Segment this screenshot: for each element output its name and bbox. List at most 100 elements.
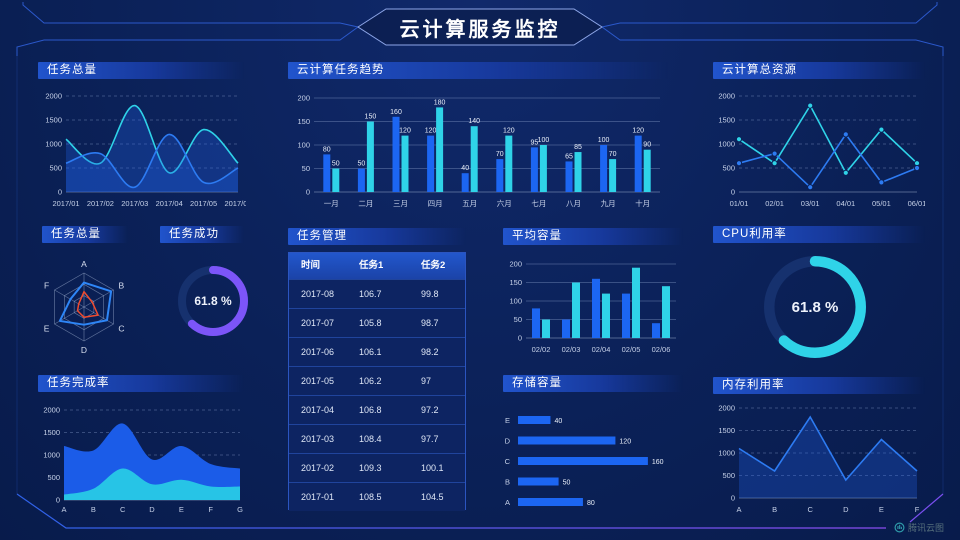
table-cell: 108.4 <box>359 434 382 444</box>
memory-line-chart: 0 500 1000 1500 2000 A B C D E F <box>718 404 919 515</box>
svg-text:02/04: 02/04 <box>592 345 611 354</box>
table-cell: 2017-07 <box>301 318 335 328</box>
svg-text:150: 150 <box>509 278 522 287</box>
svg-text:E: E <box>44 324 50 334</box>
panel-title-task-trend: 云计算任务趋势 <box>288 62 668 79</box>
svg-text:D: D <box>505 437 511 446</box>
table-row: 2017-01 108.5 104.5 <box>289 482 465 511</box>
table-cell: 99.8 <box>421 289 439 299</box>
panel-title-task-radar: 任务总量 <box>42 226 128 243</box>
svg-text:0: 0 <box>731 494 735 503</box>
svg-text:04/01: 04/01 <box>836 199 855 208</box>
svg-text:02/03: 02/03 <box>562 345 581 354</box>
table-cell: 100.1 <box>421 463 444 473</box>
table-row: 2017-08 106.7 99.8 <box>289 279 465 308</box>
svg-text:A: A <box>61 505 66 514</box>
svg-text:1500: 1500 <box>43 428 60 437</box>
svg-text:2000: 2000 <box>718 404 735 413</box>
svg-text:100: 100 <box>538 137 550 144</box>
task-success-donut: 61.8 % <box>178 266 248 336</box>
svg-text:100: 100 <box>509 297 522 306</box>
table-row: 2017-03 108.4 97.7 <box>289 424 465 453</box>
svg-text:50: 50 <box>358 161 366 168</box>
table-cell: 98.7 <box>421 318 439 328</box>
svg-text:95: 95 <box>531 139 539 146</box>
svg-text:500: 500 <box>722 164 735 173</box>
svg-text:A: A <box>505 498 510 507</box>
table-cell: 2017-01 <box>301 492 335 502</box>
svg-text:02/05: 02/05 <box>622 345 641 354</box>
svg-text:40: 40 <box>554 418 562 425</box>
svg-text:B: B <box>119 280 125 290</box>
svg-text:100: 100 <box>297 141 310 150</box>
svg-text:E: E <box>179 505 184 514</box>
svg-text:0: 0 <box>58 188 62 197</box>
brand-logo: 腾讯云图 <box>894 521 944 534</box>
svg-text:1500: 1500 <box>45 116 62 125</box>
svg-text:2017/01: 2017/01 <box>52 199 79 208</box>
table-body: 2017-08 106.7 99.8 2017-07 105.8 98.7 2017-06 1… <box>289 279 465 511</box>
table-cell: 108.5 <box>359 492 382 502</box>
svg-text:三月: 三月 <box>393 199 408 208</box>
svg-text:1500: 1500 <box>718 426 735 435</box>
svg-text:七月: 七月 <box>531 199 546 208</box>
svg-text:500: 500 <box>722 471 735 480</box>
table-cell: 97 <box>421 376 432 386</box>
svg-text:A: A <box>81 259 87 269</box>
panel-title-cpu-usage: CPU利用率 <box>713 226 925 243</box>
svg-text:500: 500 <box>47 473 60 482</box>
svg-text:0: 0 <box>56 496 60 505</box>
storage-hbar-chart: E 40 D 120 C 160 B 50 A 80 <box>505 416 664 507</box>
svg-text:2000: 2000 <box>45 92 62 101</box>
svg-text:2017/02: 2017/02 <box>87 199 114 208</box>
svg-text:2000: 2000 <box>43 406 60 415</box>
table-cell: 104.5 <box>421 492 444 502</box>
svg-text:1000: 1000 <box>718 449 735 458</box>
svg-text:2017/05: 2017/05 <box>190 199 217 208</box>
svg-text:50: 50 <box>302 164 310 173</box>
svg-text:二月: 二月 <box>358 199 373 208</box>
svg-text:0: 0 <box>731 188 735 197</box>
svg-text:160: 160 <box>652 459 664 466</box>
svg-text:80: 80 <box>587 500 595 507</box>
svg-text:1000: 1000 <box>43 451 60 460</box>
svg-text:85: 85 <box>574 144 582 151</box>
brand-icon <box>894 522 905 533</box>
svg-text:180: 180 <box>434 99 446 106</box>
table-cell: 109.3 <box>359 463 382 473</box>
svg-text:80: 80 <box>323 146 331 153</box>
svg-text:120: 120 <box>399 128 411 135</box>
svg-text:0: 0 <box>518 334 522 343</box>
table-cell: 2017-03 <box>301 434 335 444</box>
panel-title-task-total-line: 任务总量 <box>38 62 244 79</box>
svg-text:八月: 八月 <box>566 199 581 208</box>
svg-text:1000: 1000 <box>718 140 735 149</box>
task-radar-chart: A B C D E F <box>44 259 125 355</box>
svg-text:1000: 1000 <box>45 140 62 149</box>
panel-title-task-success: 任务成功 <box>160 226 244 243</box>
svg-text:50: 50 <box>332 161 340 168</box>
table-column-header: 任务2 <box>421 260 446 271</box>
svg-text:D: D <box>81 345 87 355</box>
svg-text:61.8 %: 61.8 % <box>792 299 839 316</box>
svg-text:B: B <box>91 505 96 514</box>
brand-text: 腾讯云图 <box>908 523 945 533</box>
svg-text:90: 90 <box>643 142 651 149</box>
svg-text:D: D <box>843 505 849 514</box>
svg-text:50: 50 <box>563 480 571 487</box>
table-cell: 97.2 <box>421 405 439 415</box>
svg-text:02/01: 02/01 <box>765 199 784 208</box>
svg-text:B: B <box>772 505 777 514</box>
svg-text:D: D <box>149 505 155 514</box>
svg-text:120: 120 <box>632 128 644 135</box>
table-column-header: 任务1 <box>359 260 384 271</box>
svg-text:120: 120 <box>503 128 515 135</box>
table-cell: 105.8 <box>359 318 382 328</box>
table-cell: 2017-06 <box>301 347 335 357</box>
table-cell: 2017-08 <box>301 289 335 299</box>
table-cell: 106.7 <box>359 289 382 299</box>
table-cell: 2017-04 <box>301 405 335 415</box>
svg-text:02/06: 02/06 <box>652 345 671 354</box>
svg-text:02/02: 02/02 <box>532 345 551 354</box>
svg-text:1500: 1500 <box>718 116 735 125</box>
